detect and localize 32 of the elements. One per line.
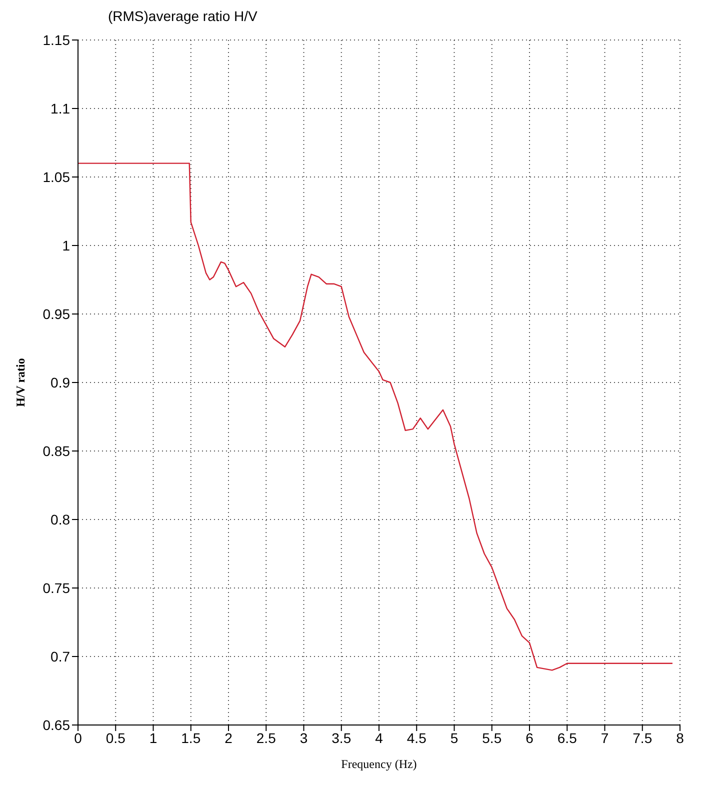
x-tick-label: 7.5 bbox=[632, 730, 652, 746]
x-tick-label: 0 bbox=[74, 730, 82, 746]
x-tick-label: 3.5 bbox=[332, 730, 352, 746]
y-axis-title: H/V ratio bbox=[13, 358, 28, 407]
y-tick-label: 0.75 bbox=[42, 580, 70, 596]
x-tick-label: 1 bbox=[149, 730, 158, 746]
x-tick-label: 0.5 bbox=[106, 730, 126, 746]
x-tick-label: 2.5 bbox=[256, 730, 276, 746]
x-tick-label: 5.5 bbox=[482, 730, 502, 746]
y-tick-label: 0.8 bbox=[50, 511, 70, 528]
x-tick-label: 6.5 bbox=[557, 730, 578, 746]
y-tick-label: 0.7 bbox=[50, 648, 70, 664]
y-tick-label: 1.1 bbox=[50, 100, 70, 116]
x-tick-label: 6 bbox=[526, 730, 534, 746]
x-tick-label: 4 bbox=[375, 730, 384, 746]
x-tick-label: 7 bbox=[600, 730, 609, 746]
line-series bbox=[78, 162, 674, 671]
x-tick-label: 8 bbox=[676, 730, 684, 746]
y-tick-label: 1.15 bbox=[42, 32, 70, 48]
y-tick-label: 1 bbox=[62, 237, 70, 254]
y-tick-label: 1.05 bbox=[42, 168, 70, 185]
x-tick-label: 2 bbox=[224, 730, 233, 746]
chart-title: (RMS)average ratio H/V bbox=[108, 8, 258, 26]
y-tick-label: 0.85 bbox=[42, 442, 70, 459]
x-axis-title: Frequency (Hz) bbox=[341, 757, 417, 771]
x-tick-label: 1.5 bbox=[181, 730, 201, 746]
x-tick-label: 4.5 bbox=[406, 730, 427, 746]
y-tick-label: 0.95 bbox=[42, 306, 70, 322]
x-tick-label: 3 bbox=[300, 730, 308, 746]
y-tick-label: 0.9 bbox=[50, 374, 70, 390]
y-tick-label: 0.65 bbox=[42, 716, 70, 733]
x-tick-label: 5 bbox=[450, 730, 458, 746]
